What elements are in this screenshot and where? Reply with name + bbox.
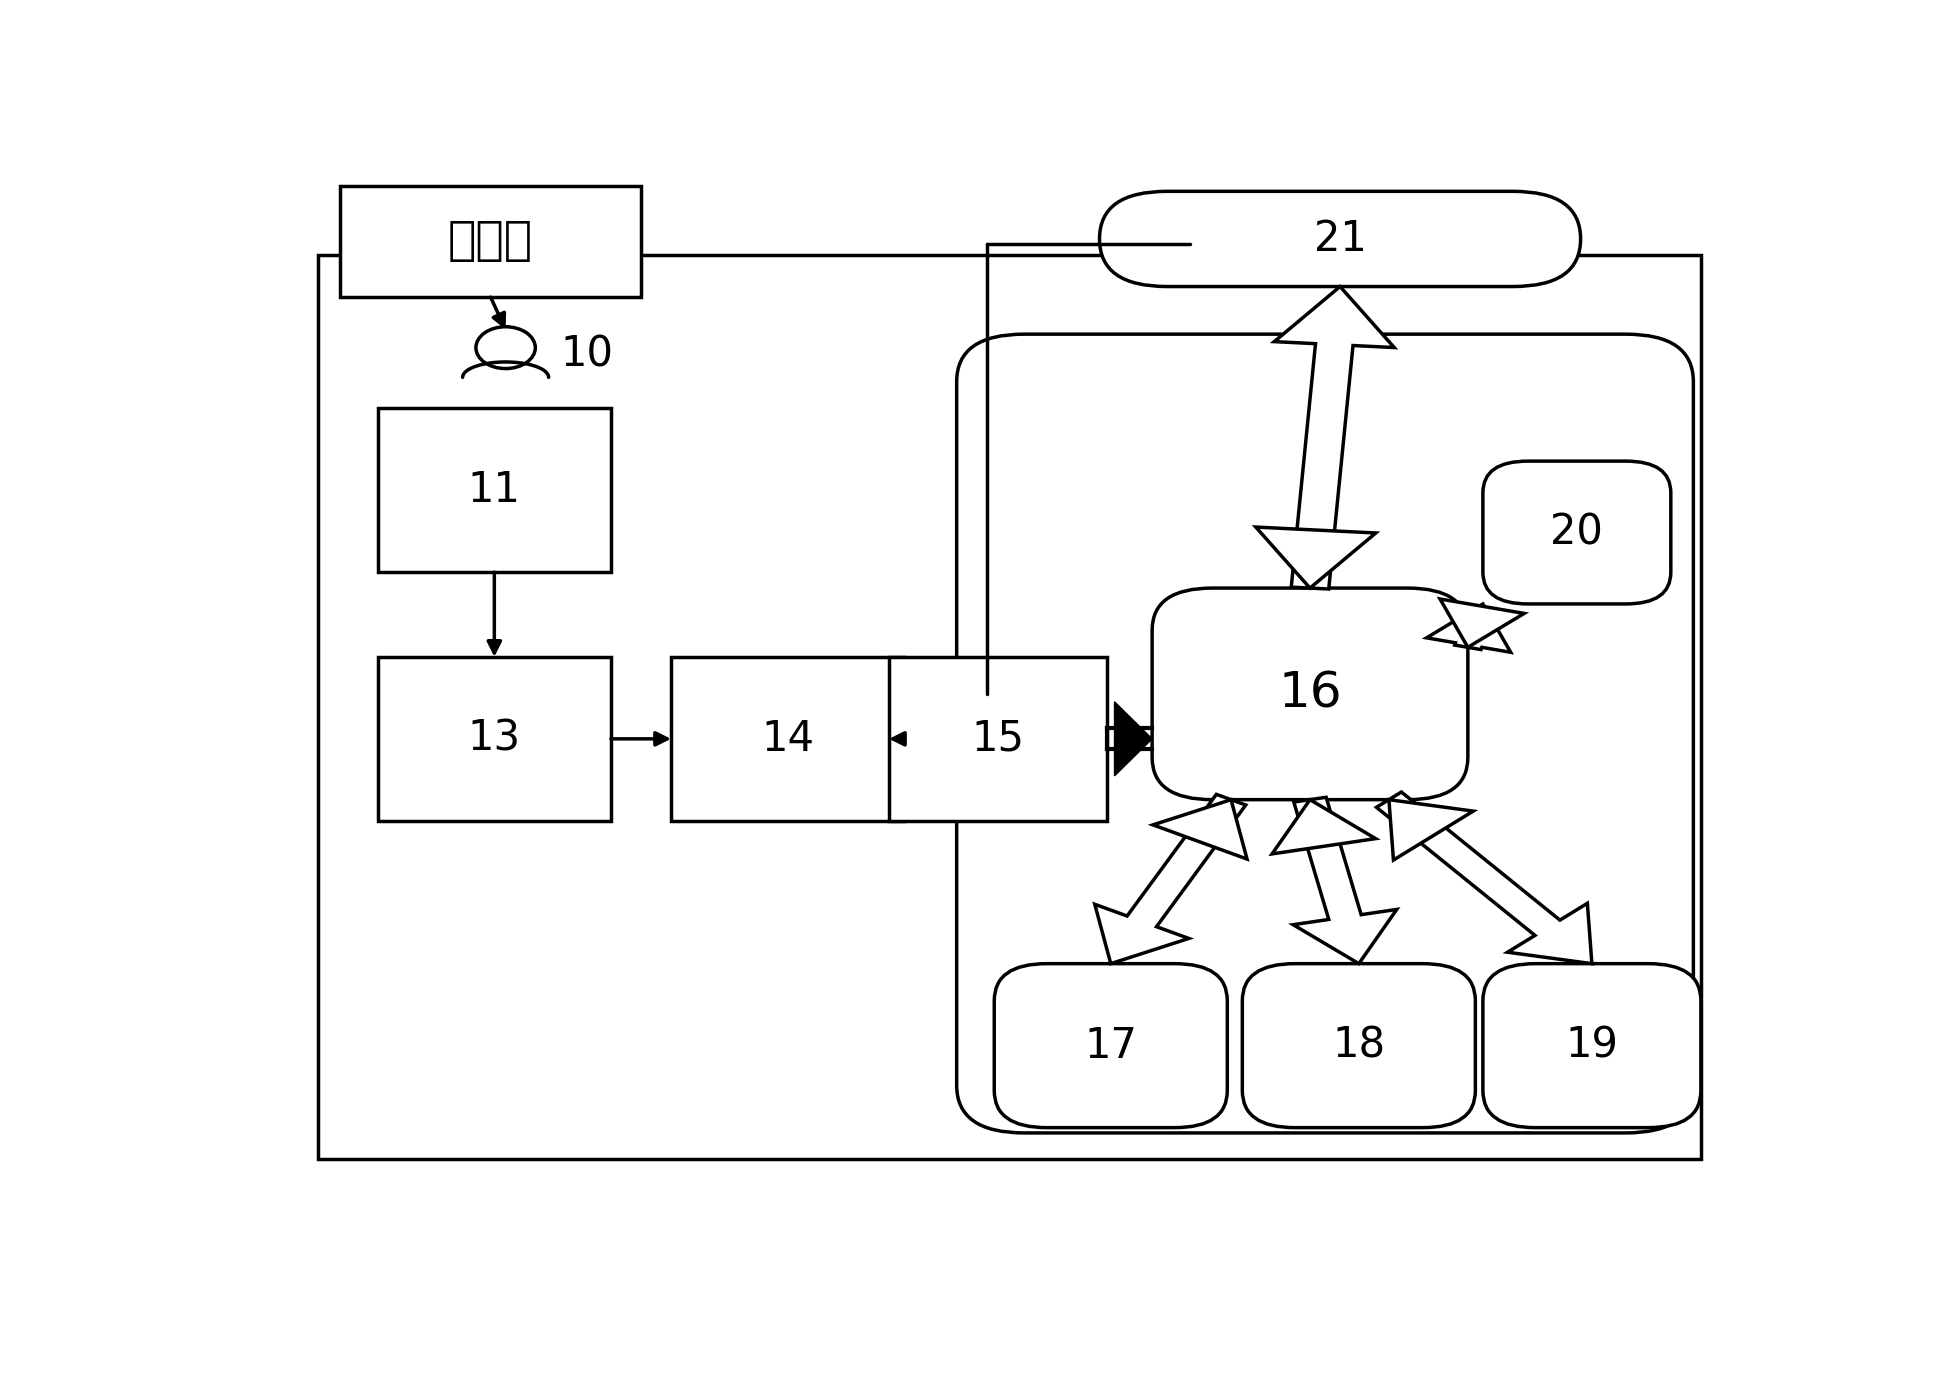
Text: 21: 21 <box>1313 218 1365 260</box>
FancyBboxPatch shape <box>378 408 611 572</box>
Text: 17: 17 <box>1084 1025 1136 1066</box>
FancyBboxPatch shape <box>339 185 640 297</box>
Text: 15: 15 <box>971 717 1024 760</box>
FancyBboxPatch shape <box>993 963 1227 1128</box>
Text: 19: 19 <box>1565 1025 1617 1066</box>
Polygon shape <box>1293 797 1396 963</box>
Polygon shape <box>1113 702 1152 776</box>
Text: 18: 18 <box>1332 1025 1384 1066</box>
FancyBboxPatch shape <box>1481 963 1701 1128</box>
Polygon shape <box>1152 800 1247 859</box>
FancyBboxPatch shape <box>1152 588 1468 800</box>
Text: 14: 14 <box>760 717 814 760</box>
Polygon shape <box>1425 605 1510 653</box>
FancyBboxPatch shape <box>1481 462 1669 605</box>
Text: 16: 16 <box>1278 671 1342 717</box>
FancyBboxPatch shape <box>1241 963 1474 1128</box>
Text: 11: 11 <box>467 469 520 511</box>
FancyBboxPatch shape <box>671 657 904 820</box>
Polygon shape <box>1377 791 1592 963</box>
Polygon shape <box>1439 599 1524 647</box>
Text: 13: 13 <box>467 717 522 760</box>
Text: 接光路: 接光路 <box>448 218 533 264</box>
FancyBboxPatch shape <box>956 334 1693 1134</box>
Text: 20: 20 <box>1549 511 1602 554</box>
FancyBboxPatch shape <box>378 657 611 820</box>
FancyBboxPatch shape <box>318 254 1701 1160</box>
Polygon shape <box>1255 528 1375 588</box>
FancyBboxPatch shape <box>1099 191 1580 287</box>
Polygon shape <box>1272 800 1375 853</box>
Polygon shape <box>1274 287 1394 589</box>
FancyBboxPatch shape <box>888 657 1107 820</box>
Polygon shape <box>1388 800 1472 860</box>
Text: 10: 10 <box>560 334 613 375</box>
Polygon shape <box>1094 794 1245 963</box>
